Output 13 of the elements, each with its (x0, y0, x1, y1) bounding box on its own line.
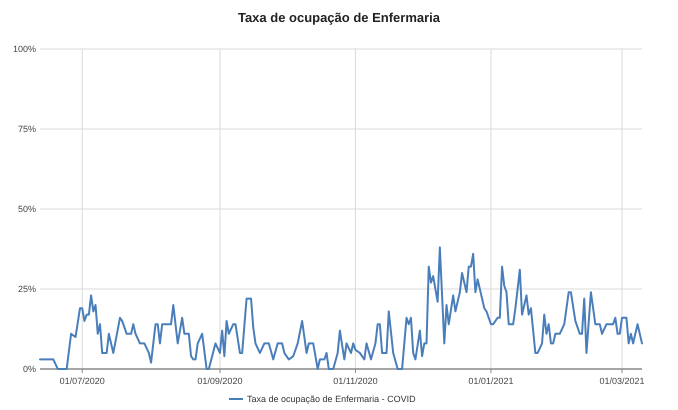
legend-label: Taxa de ocupação de Enfermaria - COVID (247, 394, 416, 404)
x-tick-label: 01/11/2020 (333, 376, 378, 386)
y-tick-label: 75% (18, 124, 36, 134)
x-tick-label: 01/07/2020 (60, 376, 105, 386)
y-tick-label: 25% (18, 284, 36, 294)
x-tick-label: 01/09/2020 (197, 376, 242, 386)
chart-title: Taxa de ocupação de Enfermaria (238, 10, 441, 25)
line-series (39, 246, 643, 370)
y-tick-label: 50% (18, 204, 36, 214)
y-tick-label: 0% (22, 364, 36, 374)
x-tick-label: 01/03/2021 (599, 376, 645, 386)
x-tick-label: 01/01/2021 (468, 376, 514, 386)
y-tick-label: 100% (12, 44, 36, 54)
